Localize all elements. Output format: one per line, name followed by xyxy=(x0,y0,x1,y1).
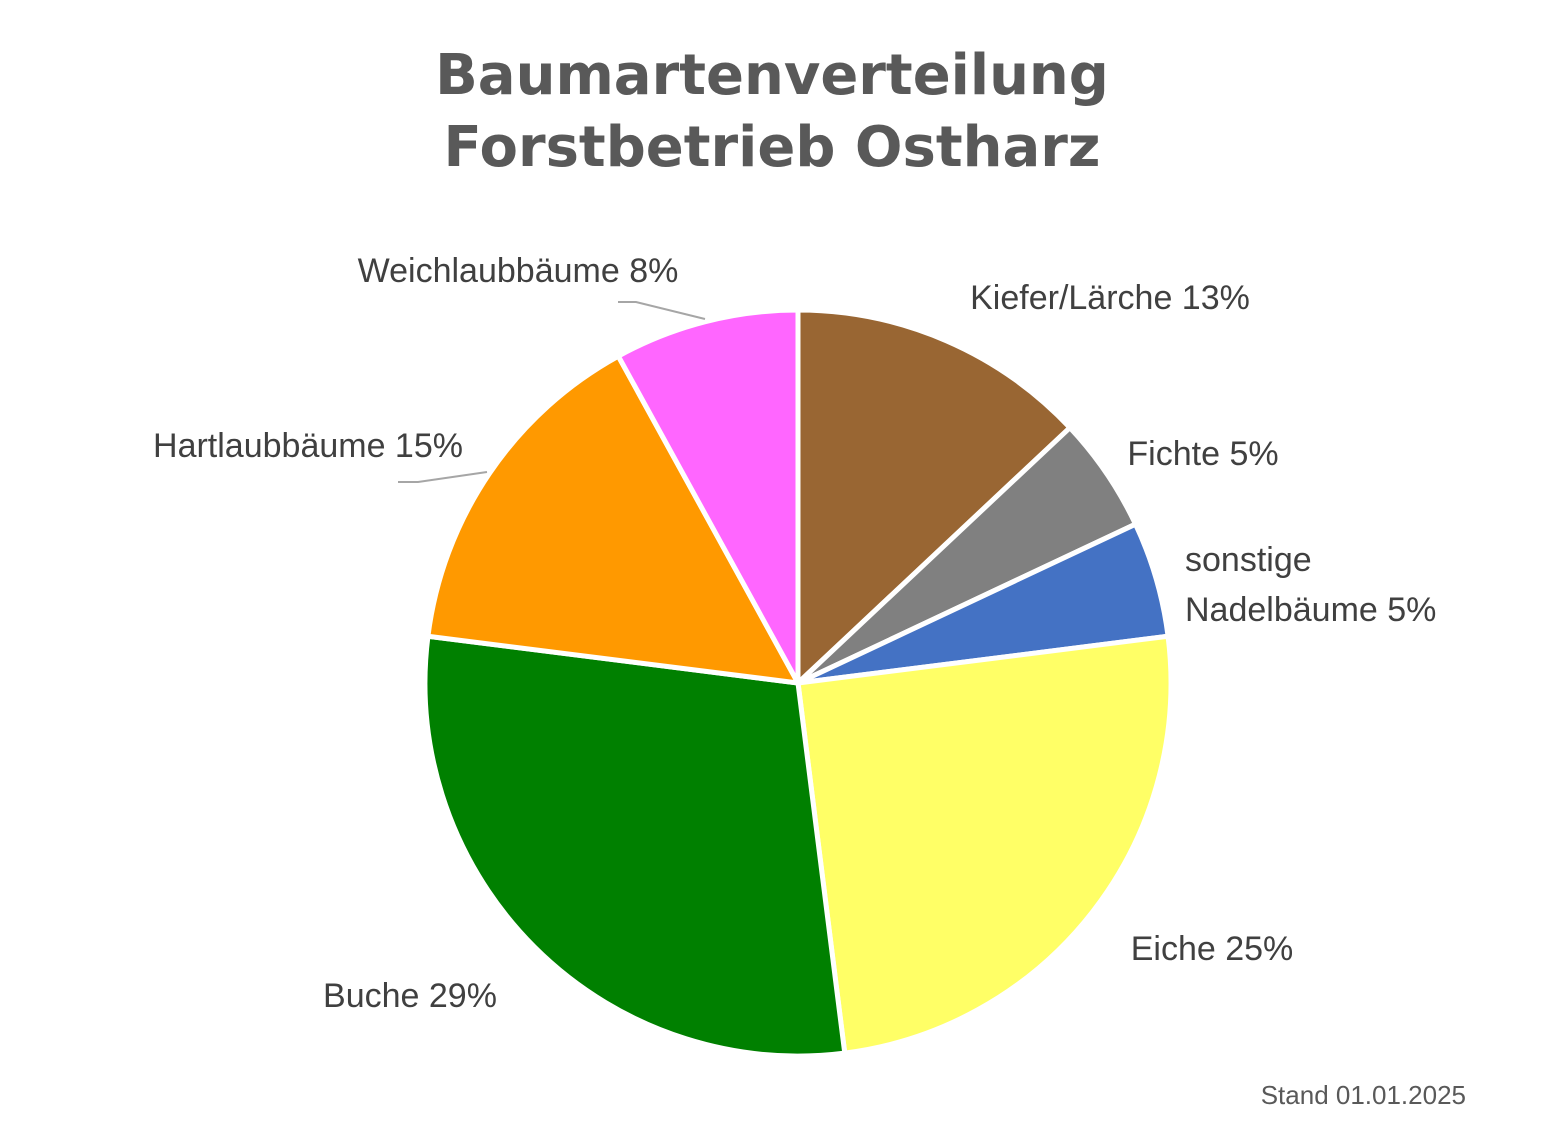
pie-slice-7 xyxy=(615,307,801,686)
pie-slice-5 xyxy=(422,633,848,1059)
slice-label-line: Nadelbäume 5% xyxy=(1185,591,1436,629)
pie-slice-1 xyxy=(795,307,1073,686)
footnote-date: Stand 01.01.2025 xyxy=(1261,1080,1466,1110)
slice-label-2: Fichte 5% xyxy=(1127,435,1278,473)
pie-slices xyxy=(422,307,1174,1059)
slice-label-5: Buche 29% xyxy=(323,977,497,1015)
slice-label-7: Weichlaubbäume 8% xyxy=(358,252,679,290)
slice-label-line: sonstige xyxy=(1185,541,1312,579)
pie-slice-6 xyxy=(425,353,801,686)
pie-slice-4 xyxy=(795,633,1174,1056)
slice-label-1: Kiefer/Lärche 13% xyxy=(970,279,1250,317)
slice-label-3: sonstige Nadelbäume 5% xyxy=(1185,541,1436,629)
chart-title-line-2: Forstbetrieb Ostharz xyxy=(444,115,1101,180)
leader-line-6 xyxy=(398,471,488,483)
leader-lines xyxy=(398,301,706,483)
slice-label-6: Hartlaubbäume 15% xyxy=(153,427,463,465)
slice-label-4: Eiche 25% xyxy=(1131,930,1294,968)
leader-line-7 xyxy=(618,301,706,320)
chart-title-line-1: Baumartenverteilung xyxy=(435,43,1109,108)
slice-labels: Kiefer/Lärche 13% Fichte 5% sonstige Nadelb… xyxy=(153,252,1436,1015)
